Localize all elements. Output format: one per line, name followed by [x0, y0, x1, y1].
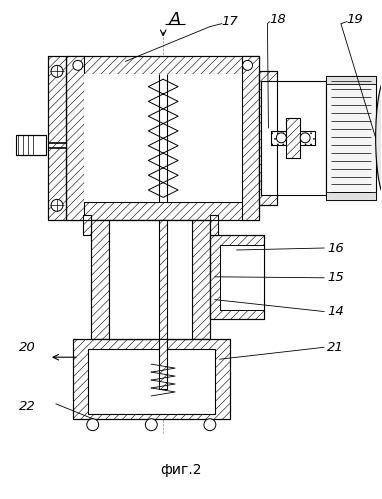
Bar — [66, 56, 259, 74]
Circle shape — [145, 419, 157, 431]
Bar — [259, 71, 277, 205]
Text: фиг.2: фиг.2 — [160, 464, 202, 478]
Bar — [242, 56, 259, 220]
Bar — [326, 193, 376, 201]
Text: A: A — [169, 10, 181, 28]
Bar — [73, 339, 230, 419]
Circle shape — [300, 133, 310, 143]
Bar — [159, 220, 167, 339]
Bar — [73, 339, 230, 419]
Bar — [16, 135, 46, 155]
Text: 19: 19 — [347, 13, 364, 26]
Circle shape — [73, 60, 83, 70]
Text: 15: 15 — [327, 271, 344, 284]
Bar — [66, 203, 259, 220]
Bar — [88, 349, 215, 414]
Bar — [210, 235, 264, 319]
Bar — [91, 220, 108, 339]
Ellipse shape — [376, 76, 382, 200]
Bar — [326, 76, 376, 84]
Bar — [210, 235, 264, 319]
Text: 20: 20 — [19, 341, 36, 354]
Circle shape — [87, 419, 99, 431]
Circle shape — [243, 60, 253, 70]
Bar — [66, 56, 84, 220]
Text: 18: 18 — [269, 13, 286, 26]
Bar — [83, 215, 91, 235]
Bar — [108, 220, 192, 339]
Text: 14: 14 — [327, 305, 344, 318]
Circle shape — [51, 200, 63, 211]
Bar — [159, 339, 167, 389]
Bar — [159, 220, 167, 339]
Bar — [262, 81, 326, 196]
Text: 16: 16 — [327, 242, 344, 254]
Text: 17: 17 — [222, 15, 238, 28]
Text: 21: 21 — [327, 341, 344, 354]
Bar — [271, 131, 315, 145]
Bar — [66, 56, 259, 220]
Circle shape — [204, 419, 216, 431]
Bar — [48, 56, 66, 220]
Bar — [326, 76, 376, 201]
Circle shape — [51, 65, 63, 77]
Bar — [159, 339, 167, 389]
Circle shape — [276, 133, 286, 143]
Bar — [286, 118, 300, 158]
Bar — [286, 118, 300, 158]
Bar — [220, 245, 264, 309]
Bar — [91, 220, 210, 339]
Bar — [271, 131, 315, 145]
Bar — [84, 74, 242, 203]
Bar — [210, 215, 218, 235]
Bar — [48, 56, 66, 220]
Bar — [192, 220, 210, 339]
Bar — [259, 71, 277, 205]
Text: 22: 22 — [19, 400, 36, 413]
